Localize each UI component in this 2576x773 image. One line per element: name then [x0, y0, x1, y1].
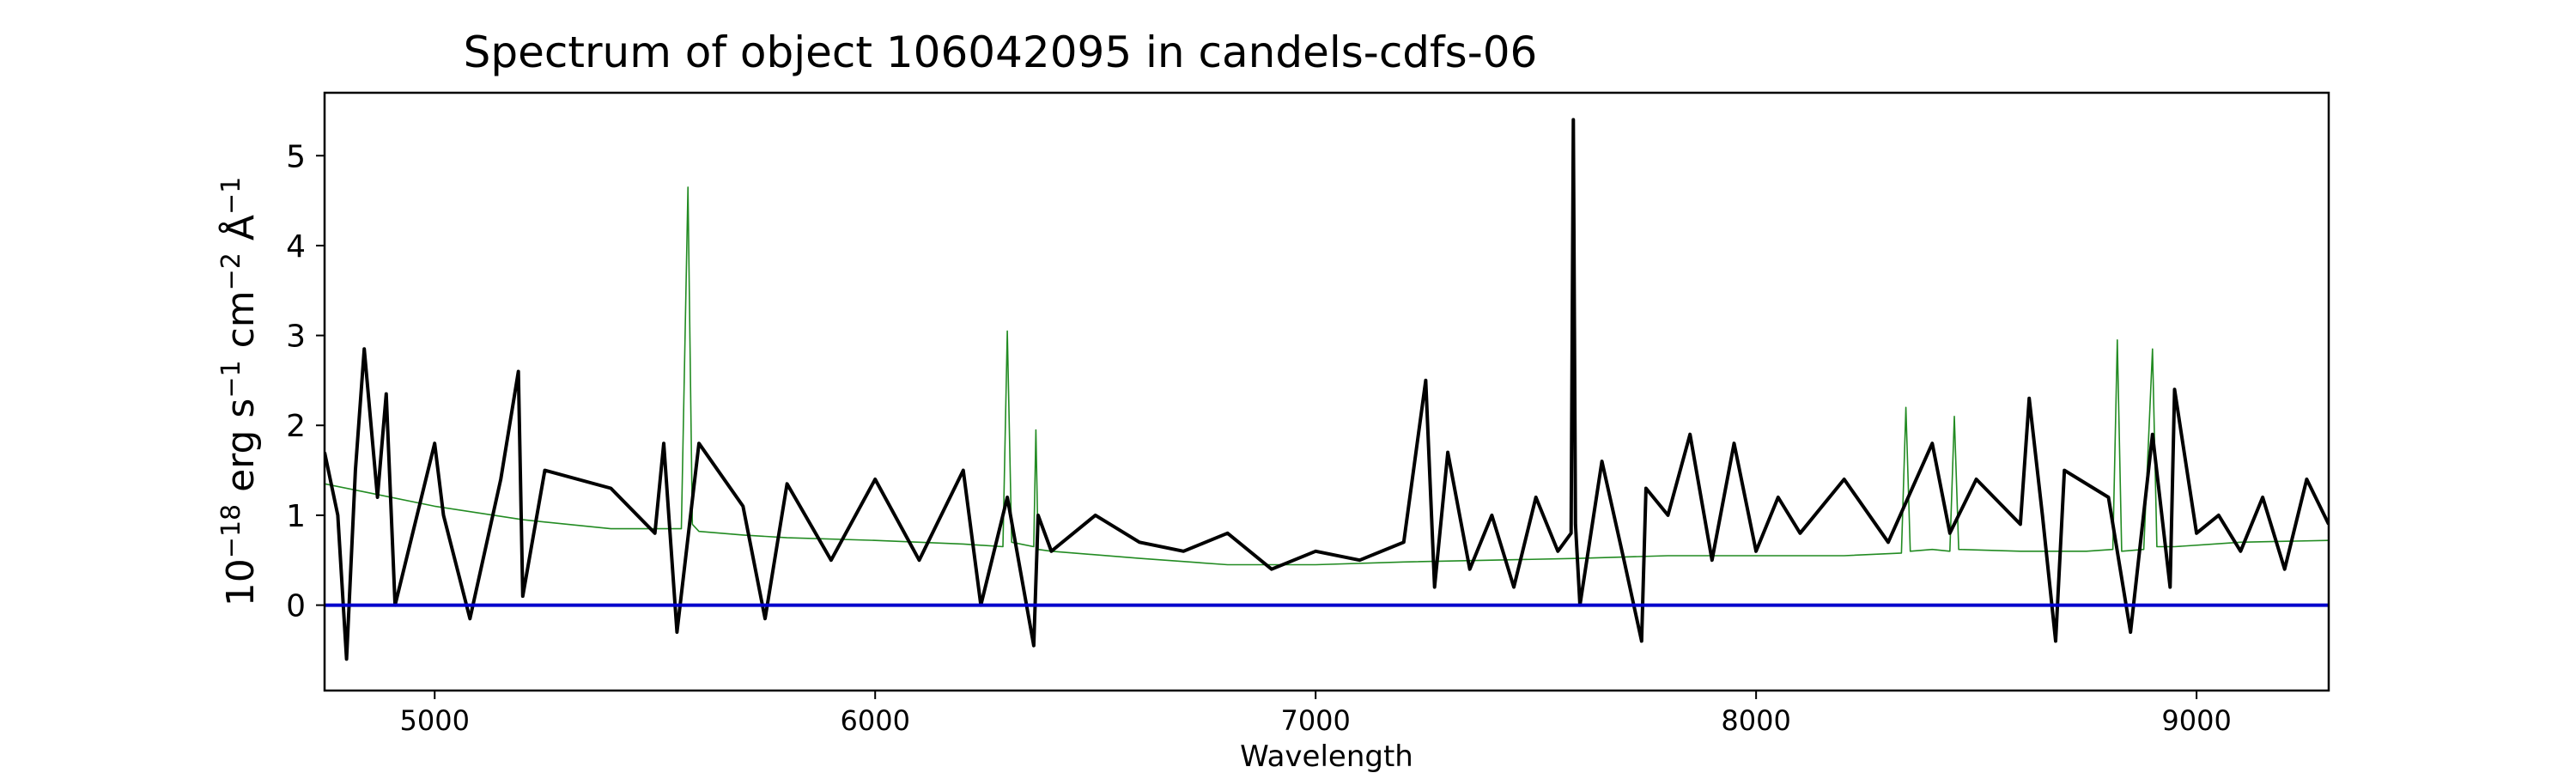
series-line-thin: [325, 186, 2329, 566]
ylabel-exp1: −18: [216, 504, 246, 558]
x-axis-label: Wavelength: [1240, 740, 1413, 773]
x-tick-label: 6000: [840, 704, 909, 737]
y-axis: 0 1 2 3 4 5: [286, 139, 325, 624]
y-tick-label: 5: [286, 139, 306, 174]
x-axis: 5000 6000 7000 8000 9000: [400, 691, 2232, 737]
ylabel-erg: erg s: [219, 399, 263, 504]
x-tick-label: 8000: [1721, 704, 1790, 737]
y-tick-label: 3: [286, 320, 306, 355]
chart-title: Spectrum of object 106042095 in candels-…: [464, 27, 1538, 77]
y-tick-label: 2: [286, 409, 306, 444]
ylabel-ang: Å: [217, 215, 263, 253]
ylabel-cm: cm: [219, 290, 263, 360]
ylabel-exp3: −2: [216, 253, 246, 290]
plot-frame: [323, 91, 2330, 692]
x-tick-label: 9000: [2161, 704, 2231, 737]
plot-area: [323, 91, 2330, 692]
x-tick-label: 5000: [400, 704, 470, 737]
y-tick-label: 1: [286, 499, 306, 534]
y-tick-label: 4: [286, 229, 306, 265]
series-line-thick: [325, 118, 2329, 661]
ylabel-exp2: −1: [216, 360, 246, 398]
ylabel-exp4: −1: [216, 177, 246, 215]
y-tick-label: 0: [286, 589, 306, 624]
x-tick-label: 7000: [1280, 704, 1350, 737]
y-axis-label: 10−18 erg s−1 cm−2 Å−1: [216, 177, 263, 606]
ylabel-base: 10: [219, 558, 263, 606]
series-layer: [325, 118, 2329, 661]
